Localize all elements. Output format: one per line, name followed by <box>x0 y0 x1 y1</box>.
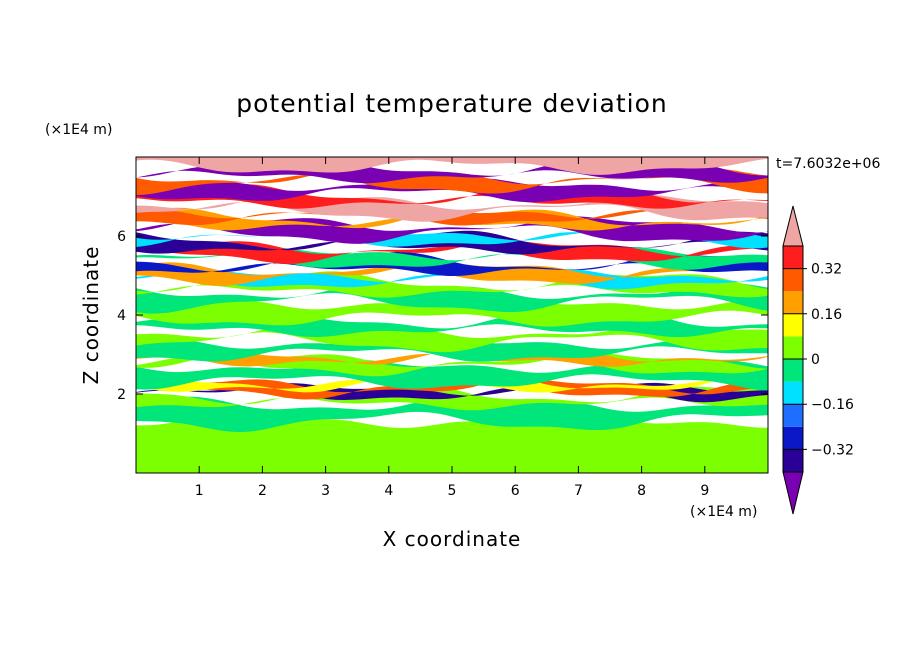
colorbar-segment <box>783 426 803 450</box>
colorbar-arrow-high <box>782 205 804 247</box>
x-tick-label: 8 <box>637 483 646 499</box>
colorbar-segment <box>783 268 803 292</box>
colorbar-label: −0.16 <box>811 397 854 413</box>
time-label: t=7.6032e+06 <box>776 156 880 172</box>
colorbar-segment <box>783 291 803 314</box>
colorbar-label: 0.32 <box>811 262 842 278</box>
colorbar-segment <box>783 404 803 427</box>
y-tick-label: 6 <box>117 229 126 245</box>
y-unit-label: (×1E4 m) <box>45 122 112 138</box>
colorbar-segment <box>783 336 803 359</box>
x-tick-label: 3 <box>321 483 330 499</box>
colorbar-segment <box>783 359 803 382</box>
x-tick-label: 9 <box>700 483 709 499</box>
field-band <box>136 251 768 276</box>
colorbar-segment <box>783 449 803 472</box>
colorbar-segment <box>783 313 803 337</box>
colorbar-label: 0.16 <box>811 307 842 323</box>
field-bands <box>136 157 768 473</box>
x-tick-label: 4 <box>384 483 393 499</box>
field-band <box>136 157 768 175</box>
field-band <box>136 396 768 433</box>
colorbar-label: −0.32 <box>811 442 854 458</box>
colorbar-segment <box>783 246 803 269</box>
y-axis-title: Z coordinate <box>79 246 103 385</box>
field-band <box>136 168 768 196</box>
x-axis-title: X coordinate <box>383 527 522 551</box>
colorbar: 0.32 0.16 0 −0.16 −0.32 <box>782 205 854 515</box>
colorbar-arrow-low <box>782 471 804 515</box>
field-band <box>136 378 768 400</box>
y-tick-label: 2 <box>117 387 126 403</box>
field-band <box>136 269 768 290</box>
x-tick-label: 7 <box>574 483 583 499</box>
field-band <box>136 415 768 473</box>
x-tick-label: 6 <box>511 483 520 499</box>
field-band <box>136 282 768 314</box>
colorbar-label: 0 <box>811 352 820 368</box>
x-unit-label: (×1E4 m) <box>690 504 757 520</box>
y-tick-label: 4 <box>117 308 126 324</box>
x-tick-label: 5 <box>448 483 457 499</box>
plot-area <box>136 157 768 473</box>
chart-title: potential temperature deviation <box>236 89 667 118</box>
x-tick-label: 1 <box>195 483 204 499</box>
colorbar-segment <box>783 381 803 405</box>
x-tick-label: 2 <box>258 483 267 499</box>
plot-axes: 1 2 3 4 5 6 7 8 9 2 4 6 <box>117 156 769 499</box>
field-band <box>136 296 768 327</box>
